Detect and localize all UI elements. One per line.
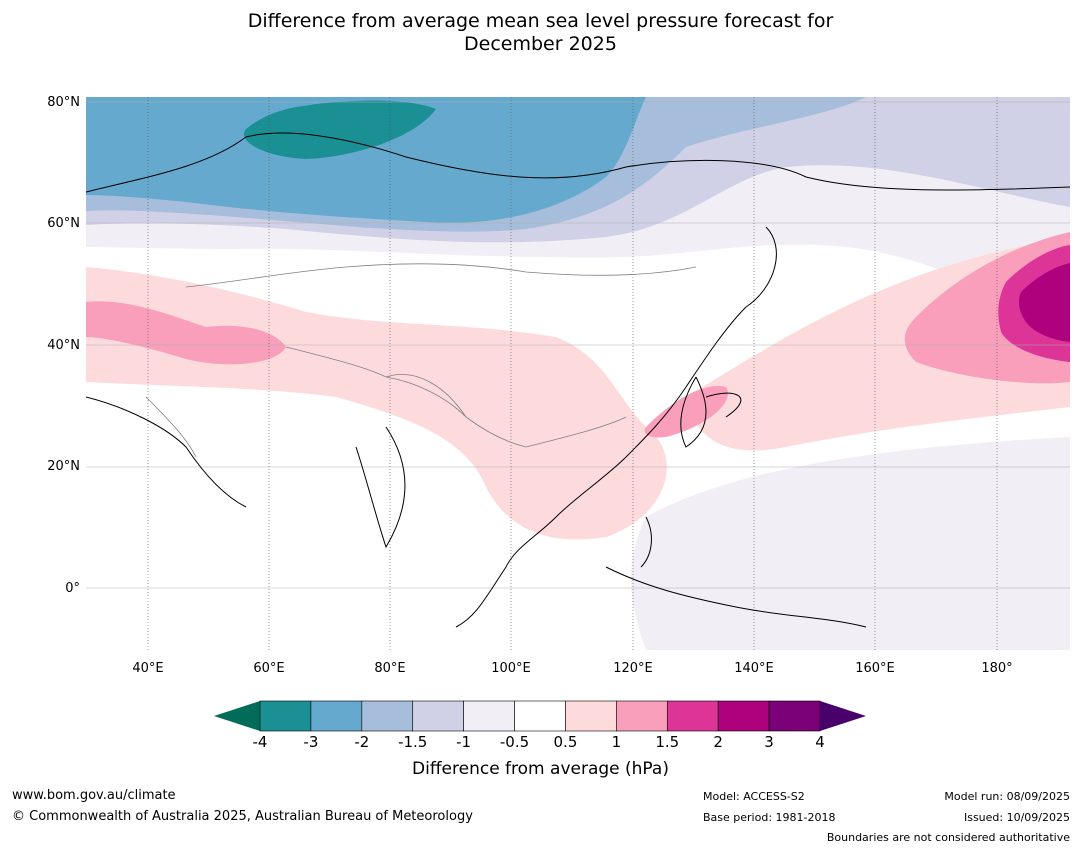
lat-label-40n: 40°N (47, 338, 80, 353)
colorbar-tick-label: 4 (815, 733, 825, 751)
map-canvas (86, 97, 1070, 650)
longitude-gridlines (147, 97, 998, 650)
footer-copyright: © Commonwealth of Australia 2025, Austra… (12, 809, 473, 824)
colorbar-tick-label: 2 (713, 733, 723, 751)
colorbar-segment (361, 700, 414, 732)
colorbar-tick-label: -3 (303, 733, 319, 751)
band-pos-1-japan (644, 386, 728, 438)
colorbar-segment (666, 700, 719, 732)
lat-label-20n: 20°N (47, 459, 80, 474)
footer-model: Model: ACCESS-S2 (703, 790, 805, 803)
colorbar-tick-label: 0.5 (553, 733, 578, 751)
colorbar-segment (616, 700, 668, 732)
colorbar-segment (412, 700, 464, 732)
band-pos-2 (1019, 263, 1070, 342)
colorbar-tick-label: -4 (252, 733, 268, 751)
footer-website: www.bom.gov.au/climate (12, 788, 176, 803)
lon-label-60e: 60°E (253, 661, 285, 676)
coastlines (86, 132, 1070, 628)
lon-label-100e: 100°E (491, 661, 531, 676)
lon-label-40e: 40°E (132, 661, 164, 676)
band-pos-1-west (86, 301, 286, 365)
band-tropical-neg (631, 437, 1070, 650)
band-neg-3 (86, 97, 646, 223)
colorbar-segment (514, 700, 566, 732)
colorbar-tick-label: -0.5 (499, 733, 530, 751)
colorbar-tick-label: 1 (611, 733, 622, 751)
colorbar-label: Difference from average (hPa) (412, 759, 669, 779)
colorbar-tick-label: 1.5 (655, 733, 680, 751)
latitude-gridlines (86, 101, 1070, 589)
lon-label-140e: 140°E (734, 661, 774, 676)
lon-label-180: 180° (981, 661, 1013, 676)
colorbar (214, 700, 866, 732)
colorbar-segment (310, 700, 363, 732)
colorbar-tick-label: -1.5 (398, 733, 428, 751)
title-line-2: December 2025 (464, 33, 617, 55)
country-borders (145, 263, 697, 458)
lon-label-80e: 80°E (374, 661, 406, 676)
colorbar-segment (768, 700, 821, 732)
footer-base-period: Base period: 1981-2018 (703, 811, 836, 824)
footer-issued: Issued: 10/09/2025 (963, 811, 1070, 824)
footer-boundaries: Boundaries are not considered authoritat… (826, 831, 1070, 844)
lon-label-120e: 120°E (613, 661, 653, 676)
lat-label-80n: 80°N (47, 95, 80, 110)
title-line-1: Difference from average mean sea level p… (247, 10, 834, 32)
colorbar-over-arrow (820, 701, 866, 731)
colorbar-under-arrow (214, 701, 260, 731)
colorbar-tick-label: 3 (764, 733, 774, 751)
colorbar-segment (463, 700, 515, 732)
colorbar-segment (717, 700, 770, 732)
colorbar-segment (259, 700, 312, 732)
chart-title: Difference from average mean sea level p… (0, 10, 1081, 56)
colorbar-tick-label: -2 (354, 733, 370, 751)
band-neg-4 (244, 100, 436, 159)
lat-label-0: 0° (65, 581, 80, 596)
lat-label-60n: 60°N (47, 216, 80, 231)
lon-label-160e: 160°E (855, 661, 895, 676)
footer-model-run: Model run: 08/09/2025 (944, 790, 1070, 803)
pressure-anomaly-map (86, 97, 1070, 650)
colorbar-segment (565, 700, 617, 732)
colorbar-tick-label: -1 (456, 733, 472, 751)
